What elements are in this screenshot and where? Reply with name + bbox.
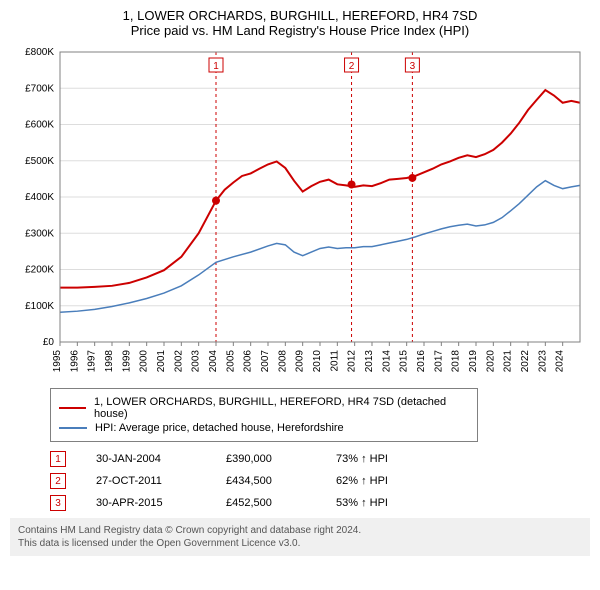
sale-date: 30-JAN-2004 — [96, 453, 226, 465]
sale-hpi: 62% ↑ HPI — [336, 475, 446, 487]
svg-text:£100K: £100K — [25, 301, 54, 312]
svg-text:1999: 1999 — [121, 350, 132, 373]
svg-text:2016: 2016 — [416, 350, 427, 373]
svg-text:£800K: £800K — [25, 47, 54, 58]
svg-text:2013: 2013 — [364, 350, 375, 373]
svg-text:1998: 1998 — [104, 350, 115, 373]
sale-marker-box: 2 — [50, 473, 66, 489]
svg-text:2000: 2000 — [139, 350, 150, 373]
sale-price: £390,000 — [226, 453, 336, 465]
sale-row: 2 27-OCT-2011£434,50062% ↑ HPI — [50, 470, 590, 492]
svg-text:£700K: £700K — [25, 83, 54, 94]
svg-text:1997: 1997 — [87, 350, 98, 373]
svg-text:2: 2 — [349, 61, 355, 72]
footer-line2: This data is licensed under the Open Gov… — [18, 537, 582, 550]
svg-text:2011: 2011 — [329, 350, 340, 372]
svg-text:2003: 2003 — [191, 350, 202, 373]
sale-hpi: 53% ↑ HPI — [336, 497, 446, 509]
svg-text:2020: 2020 — [485, 350, 496, 373]
sale-price: £452,500 — [226, 497, 336, 509]
svg-text:1995: 1995 — [52, 350, 63, 373]
sale-date: 27-OCT-2011 — [96, 475, 226, 487]
svg-text:3: 3 — [410, 61, 416, 72]
legend-label: HPI: Average price, detached house, Here… — [95, 422, 344, 434]
sales-table: 1 30-JAN-2004£390,00073% ↑ HPI 2 27-OCT-201… — [50, 448, 590, 514]
sale-price: £434,500 — [226, 475, 336, 487]
svg-text:2010: 2010 — [312, 350, 323, 373]
svg-text:£200K: £200K — [25, 265, 54, 276]
subtitle: Price paid vs. HM Land Registry's House … — [10, 23, 590, 38]
address-title: 1, LOWER ORCHARDS, BURGHILL, HEREFORD, H… — [10, 8, 590, 23]
svg-text:2014: 2014 — [381, 350, 392, 373]
legend-swatch — [59, 407, 86, 409]
sale-row: 1 30-JAN-2004£390,00073% ↑ HPI — [50, 448, 590, 470]
svg-text:£0: £0 — [43, 337, 55, 348]
sale-marker-box: 3 — [50, 495, 66, 511]
title-block: 1, LOWER ORCHARDS, BURGHILL, HEREFORD, H… — [0, 0, 600, 42]
legend-swatch — [59, 427, 87, 429]
svg-text:2002: 2002 — [173, 350, 184, 373]
svg-text:2009: 2009 — [295, 350, 306, 373]
svg-text:£400K: £400K — [25, 192, 54, 203]
sale-hpi: 73% ↑ HPI — [336, 453, 446, 465]
legend-item: 1, LOWER ORCHARDS, BURGHILL, HEREFORD, H… — [59, 395, 469, 421]
page-container: 1, LOWER ORCHARDS, BURGHILL, HEREFORD, H… — [0, 0, 600, 556]
svg-text:2024: 2024 — [555, 350, 566, 373]
chart: £0 £100K £200K £300K £400K £500K £600K £700K £80… — [10, 42, 590, 382]
svg-text:2021: 2021 — [503, 350, 514, 373]
svg-text:£500K: £500K — [25, 156, 54, 167]
sale-date: 30-APR-2015 — [96, 497, 226, 509]
legend: 1, LOWER ORCHARDS, BURGHILL, HEREFORD, H… — [50, 388, 478, 442]
svg-text:2015: 2015 — [399, 350, 410, 373]
svg-text:2022: 2022 — [520, 350, 531, 373]
footer-line1: Contains HM Land Registry data © Crown c… — [18, 524, 582, 537]
legend-item: HPI: Average price, detached house, Here… — [59, 421, 469, 435]
sale-marker-box: 1 — [50, 451, 66, 467]
svg-text:2004: 2004 — [208, 350, 219, 373]
svg-text:2012: 2012 — [347, 350, 358, 373]
svg-text:2006: 2006 — [243, 350, 254, 373]
svg-text:2005: 2005 — [225, 350, 236, 373]
svg-text:2018: 2018 — [451, 350, 462, 373]
legend-label: 1, LOWER ORCHARDS, BURGHILL, HEREFORD, H… — [94, 396, 469, 420]
svg-text:2017: 2017 — [433, 350, 444, 373]
svg-text:1: 1 — [213, 61, 219, 72]
svg-text:1996: 1996 — [69, 350, 80, 373]
svg-text:£300K: £300K — [25, 228, 54, 239]
svg-text:2019: 2019 — [468, 350, 479, 373]
attribution-footer: Contains HM Land Registry data © Crown c… — [10, 518, 590, 556]
svg-text:£600K: £600K — [25, 120, 54, 131]
svg-text:2001: 2001 — [156, 350, 167, 373]
sale-row: 3 30-APR-2015£452,50053% ↑ HPI — [50, 492, 590, 514]
svg-text:2023: 2023 — [537, 350, 548, 373]
chart-svg: £0 £100K £200K £300K £400K £500K £600K £700K £80… — [10, 42, 590, 382]
svg-text:2008: 2008 — [277, 350, 288, 373]
svg-text:2007: 2007 — [260, 350, 271, 373]
